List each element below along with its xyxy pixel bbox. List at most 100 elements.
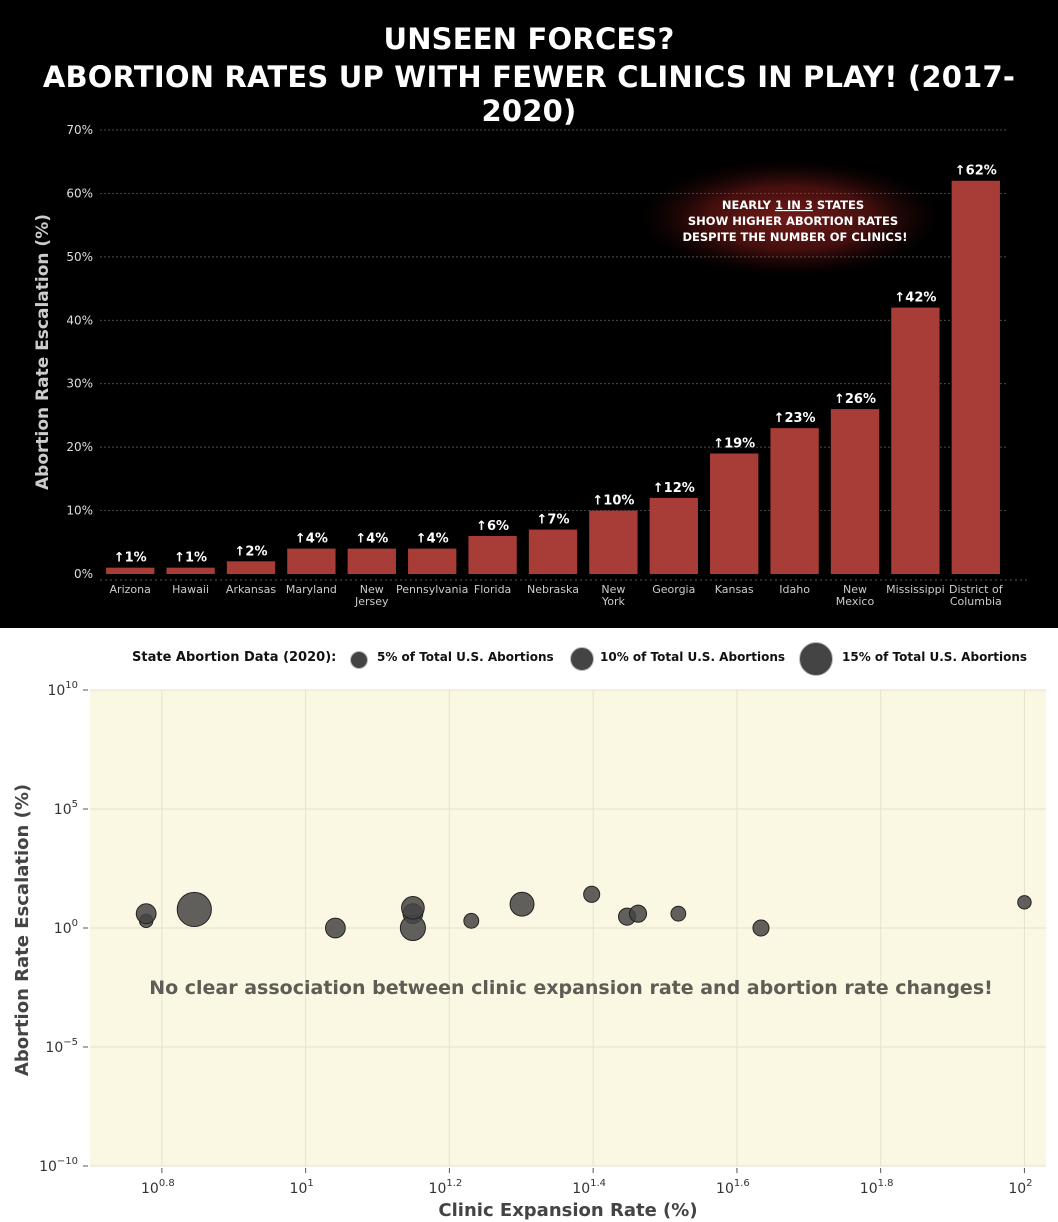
bar-value-label: ↑6% bbox=[476, 519, 509, 534]
x-tick-label: New bbox=[360, 583, 384, 596]
data-point bbox=[1017, 895, 1032, 910]
scatter-annotation: No clear association between clinic expa… bbox=[149, 977, 993, 999]
size-legend: State Abortion Data (2020): 5% of Total … bbox=[0, 628, 1058, 688]
data-point bbox=[135, 903, 157, 925]
x-tick-label: New bbox=[601, 583, 625, 596]
x-tick-label: 100.8 bbox=[141, 1178, 175, 1197]
x-tick-label: Arizona bbox=[110, 583, 151, 596]
annotation-line1: NEARLY 1 IN 3 STATES bbox=[722, 198, 864, 212]
data-point bbox=[583, 885, 601, 903]
bar-value-label: ↑2% bbox=[235, 544, 268, 559]
bar-chart: 0% 10% 20% 30% 40% 50% 60% 70% Abortion Rate Esc… bbox=[33, 123, 1030, 608]
bar-value-label: ↑10% bbox=[592, 494, 634, 509]
legend-label-medium: 10% of Total U.S. Abortions bbox=[600, 650, 786, 664]
bar bbox=[589, 510, 638, 574]
x-tick-label: Mississippi bbox=[886, 583, 945, 596]
bar-value-label: ↑62% bbox=[955, 164, 997, 179]
x-tick-label: Pennsylvania bbox=[396, 583, 468, 596]
bar bbox=[710, 453, 759, 574]
y-tick-label: 105 bbox=[54, 799, 78, 818]
y-tick-label: 100 bbox=[54, 918, 78, 937]
y-tick-label: 40% bbox=[66, 313, 93, 327]
scatter-panel: 100.8 101 101.2 101.4 101.6 101.8 102 1010 105 10… bbox=[0, 628, 1058, 1222]
bar bbox=[347, 548, 396, 574]
bar bbox=[106, 567, 155, 574]
bar bbox=[830, 409, 880, 574]
bar-value-label: ↑4% bbox=[416, 532, 449, 547]
bar-value-label: ↑1% bbox=[114, 551, 147, 566]
legend-label-large: 15% of Total U.S. Abortions bbox=[842, 650, 1028, 664]
y-tick-label: 10% bbox=[66, 504, 93, 518]
x-tick-label: 101.4 bbox=[572, 1178, 606, 1197]
bar-value-label: ↑12% bbox=[653, 481, 695, 496]
x-tick-label: 102 bbox=[1008, 1178, 1032, 1197]
x-tick-label: Hawaii bbox=[172, 583, 209, 596]
legend-label-small: 5% of Total U.S. Abortions bbox=[377, 650, 554, 664]
bar-value-label: ↑23% bbox=[774, 411, 816, 426]
x-tick-label: Mexico bbox=[836, 595, 875, 608]
data-point bbox=[401, 896, 425, 920]
chart-title-line2: ABORTION RATES UP WITH FEWER CLINICS IN … bbox=[42, 60, 1016, 128]
data-point bbox=[509, 891, 535, 917]
y-tick-label: 20% bbox=[66, 440, 93, 454]
bar-value-label: ↑42% bbox=[894, 291, 936, 306]
x-tick-label: 101.6 bbox=[716, 1178, 750, 1197]
annotation-line3: DESPITE THE NUMBER OF CLINICS! bbox=[682, 230, 907, 244]
x-tick-label: Jersey bbox=[354, 595, 389, 608]
bar-value-label: ↑7% bbox=[537, 513, 570, 528]
bar-value-label: ↑26% bbox=[834, 392, 876, 407]
y-axis-title: Abortion Rate Escalation (%) bbox=[12, 784, 33, 1076]
x-tick-label: York bbox=[601, 595, 626, 608]
y-tick-label: 50% bbox=[66, 250, 93, 264]
legend-title: State Abortion Data (2020): bbox=[132, 650, 337, 665]
x-tick-label: Maryland bbox=[286, 583, 337, 596]
bar bbox=[287, 548, 336, 574]
bar-panel: UNSEEN FORCES? ABORTION RATES UP WITH FE… bbox=[0, 0, 1058, 628]
bar bbox=[166, 567, 215, 574]
x-tick-label: Columbia bbox=[950, 595, 1002, 608]
data-point bbox=[670, 905, 687, 922]
data-point bbox=[752, 919, 770, 937]
x-tick-label: Arkansas bbox=[226, 583, 276, 596]
x-tick-label: Nebraska bbox=[527, 583, 579, 596]
y-tick-label: 1010 bbox=[47, 680, 78, 699]
data-point bbox=[463, 912, 480, 929]
legend-bubble-small bbox=[350, 651, 368, 669]
y-tick-label: 60% bbox=[66, 186, 93, 200]
bar bbox=[468, 535, 517, 574]
data-point bbox=[324, 917, 346, 939]
legend-bubble-medium bbox=[570, 647, 594, 671]
data-point bbox=[176, 891, 212, 928]
x-axis-title: Clinic Expansion Rate (%) bbox=[438, 1200, 697, 1221]
x-tick-label: Florida bbox=[474, 583, 511, 596]
bar bbox=[649, 497, 698, 574]
bar bbox=[770, 428, 819, 574]
y-axis-title: Abortion Rate Escalation (%) bbox=[33, 214, 53, 490]
x-tick-label: Georgia bbox=[652, 583, 695, 596]
annotation-line2: SHOW HIGHER ABORTION RATES bbox=[688, 214, 898, 228]
x-tick-label: 101.2 bbox=[429, 1178, 463, 1197]
x-tick-label: District of bbox=[949, 583, 1004, 596]
x-tick-label: New bbox=[843, 583, 867, 596]
x-tick-label: Idaho bbox=[779, 583, 810, 596]
data-point bbox=[628, 904, 648, 923]
bar-value-label: ↑19% bbox=[713, 436, 755, 451]
y-tick-label: 30% bbox=[66, 377, 93, 391]
bar-value-label: ↑4% bbox=[295, 532, 328, 547]
scatter-chart: 100.8 101 101.2 101.4 101.6 101.8 102 1010 105 10… bbox=[12, 680, 1046, 1221]
y-tick-label: 70% bbox=[66, 123, 93, 137]
y-tick-label: 0% bbox=[74, 567, 93, 581]
x-tick-label: 101.8 bbox=[860, 1178, 894, 1197]
bar bbox=[891, 307, 940, 574]
y-tick-label: 10−10 bbox=[39, 1156, 78, 1175]
bar-value-label: ↑4% bbox=[355, 532, 388, 547]
x-tick-label: Kansas bbox=[715, 583, 754, 596]
bar bbox=[528, 529, 578, 574]
x-tick-label: 101 bbox=[290, 1178, 314, 1197]
annotation-glow bbox=[640, 160, 940, 276]
bar bbox=[408, 548, 457, 574]
bar bbox=[951, 180, 1000, 574]
y-tick-label: 10−5 bbox=[45, 1037, 78, 1056]
bar-value-label: ↑1% bbox=[174, 551, 207, 566]
chart-title-line1: UNSEEN FORCES? bbox=[383, 22, 675, 56]
